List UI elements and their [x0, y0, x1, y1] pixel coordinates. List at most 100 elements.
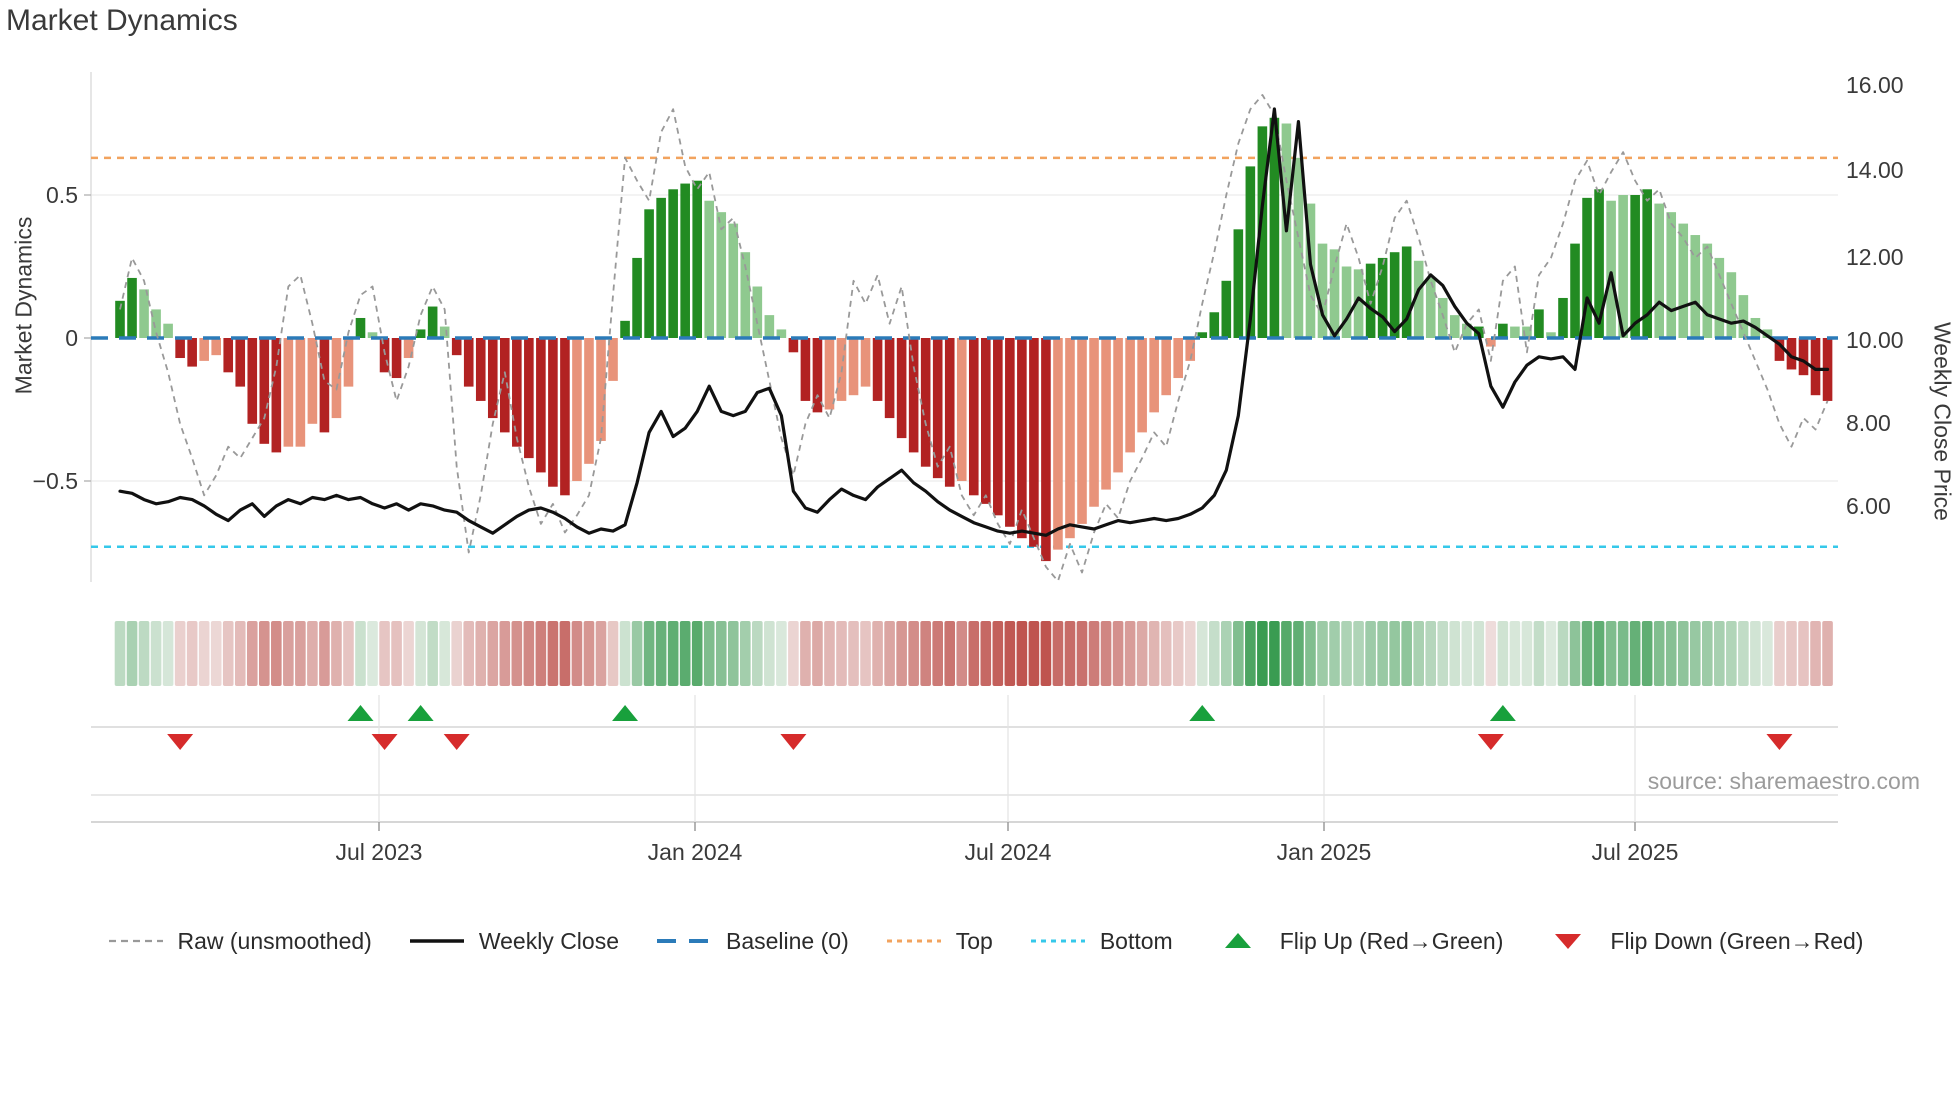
- dynamics-bar: [1137, 338, 1147, 433]
- heatmap-cell: [1088, 621, 1100, 686]
- dynamics-bar: [1053, 338, 1063, 550]
- dynamics-bar: [1161, 338, 1171, 396]
- heatmap-cell: [1726, 621, 1737, 686]
- dynamics-bar: [596, 338, 606, 441]
- heatmap-cell: [511, 621, 523, 686]
- dynamics-bar: [728, 223, 739, 338]
- dynamics-bar: [1377, 257, 1388, 338]
- heatmap-cell: [679, 621, 691, 686]
- dynamics-bar: [391, 338, 402, 379]
- left-tick-label: −0.5: [32, 468, 78, 494]
- heatmap-cell: [1124, 621, 1136, 686]
- dynamics-bar: [908, 338, 919, 453]
- heatmap-cell: [403, 621, 414, 686]
- heatmap-cell: [872, 621, 883, 686]
- dynamics-bar: [1185, 338, 1196, 361]
- dynamics-bar: [199, 338, 209, 361]
- heatmap-cell: [1148, 621, 1160, 686]
- heatmap-cell: [1629, 621, 1641, 686]
- dynamics-bar: [1425, 277, 1436, 338]
- dynamics-bar: [1678, 223, 1689, 338]
- dynamics-bar: [1173, 338, 1183, 379]
- dynamics-bar: [1209, 312, 1220, 338]
- dynamics-bar: [415, 329, 426, 338]
- dynamics-bar: [1738, 295, 1749, 338]
- legend-label: Weekly Close: [478, 927, 619, 954]
- dynamics-bar: [944, 338, 955, 487]
- dynamics-bar: [1654, 203, 1664, 338]
- dynamics-bar: [319, 338, 330, 433]
- heatmap-cell: [1329, 621, 1340, 686]
- dotted-line-swatch-icon: [1030, 939, 1085, 943]
- heatmap-cell: [138, 621, 150, 686]
- heatmap-cell: [1473, 621, 1485, 686]
- heatmap-cell: [1485, 621, 1497, 686]
- heatmap-cell: [222, 621, 234, 686]
- heatmap-cell: [1281, 621, 1292, 686]
- dynamics-bar: [1257, 126, 1268, 338]
- dynamics-bar: [475, 338, 486, 401]
- heatmap-cell: [259, 621, 270, 686]
- heatmap-cell: [234, 621, 246, 686]
- heatmap-cell: [186, 621, 198, 686]
- dynamics-bar: [1714, 257, 1725, 338]
- dynamics-bar: [1005, 338, 1015, 527]
- heatmap-cell: [415, 621, 426, 686]
- heatmap-cell: [788, 621, 799, 686]
- heatmap-cell: [848, 621, 859, 686]
- legend-item-top: Top: [885, 928, 993, 955]
- heatmap-cell: [1786, 621, 1797, 686]
- dynamics-bar: [1449, 315, 1460, 338]
- heatmap-cell: [355, 621, 366, 686]
- dynamics-bar: [163, 323, 173, 338]
- heatmap-cell: [1774, 621, 1785, 686]
- dynamics-bar: [235, 338, 246, 387]
- dynamics-bar: [115, 300, 125, 338]
- dynamics-bar: [1666, 212, 1677, 338]
- dynamics-bar: [1498, 323, 1508, 338]
- dynamics-bar: [451, 338, 462, 356]
- heatmap-cell: [523, 621, 535, 686]
- heatmap-cell: [812, 621, 823, 686]
- heatmap-cell: [1389, 621, 1400, 686]
- legend-item-raw-unsmoothed: Raw (unsmoothed): [107, 928, 372, 955]
- heatmap-cell: [1341, 621, 1352, 686]
- dynamics-bar: [1125, 338, 1135, 453]
- dynamics-bar: [487, 338, 498, 419]
- dynamics-bar: [560, 338, 570, 496]
- dynamics-bar: [343, 338, 354, 387]
- dynamics-bar: [1113, 338, 1123, 473]
- dynamics-bar: [680, 183, 690, 338]
- heatmap-cell: [283, 621, 294, 686]
- heatmap-cell: [884, 621, 895, 686]
- bold-dashed-line-swatch-icon: [657, 939, 711, 943]
- heatmap-cell: [1160, 621, 1172, 686]
- dynamics-bar: [716, 212, 727, 338]
- left-tick-label: 0: [65, 325, 78, 351]
- heatmap-cell: [1413, 621, 1424, 686]
- heatmap-cell: [1497, 621, 1509, 686]
- flip-up-marker: [612, 705, 639, 721]
- dynamics-bar: [1413, 260, 1424, 338]
- heatmap-cell: [1353, 621, 1364, 686]
- legend-item-weekly-close: Weekly Close: [408, 928, 619, 955]
- solid-line-swatch-icon: [409, 939, 464, 943]
- dynamics-bar: [800, 338, 811, 401]
- heatmap-cell: [1449, 621, 1461, 686]
- dynamics-bar: [981, 338, 991, 504]
- heatmap-cell: [1269, 621, 1280, 686]
- triangle-up-swatch-icon: [1224, 933, 1251, 948]
- dynamics-bar: [500, 338, 510, 433]
- heatmap-cell: [896, 621, 907, 686]
- heatmap-cell: [836, 621, 847, 686]
- heatmap-cell: [1762, 621, 1773, 686]
- dynamics-bar: [956, 338, 967, 481]
- dynamics-bar: [752, 286, 763, 338]
- heatmap-cell: [1305, 621, 1316, 686]
- dynamics-bar: [644, 209, 654, 338]
- dynamics-bar: [1774, 338, 1785, 361]
- right-tick-label: 16.00: [1846, 72, 1904, 98]
- heatmap-cell: [1593, 621, 1605, 686]
- heatmap-cell: [1689, 621, 1701, 686]
